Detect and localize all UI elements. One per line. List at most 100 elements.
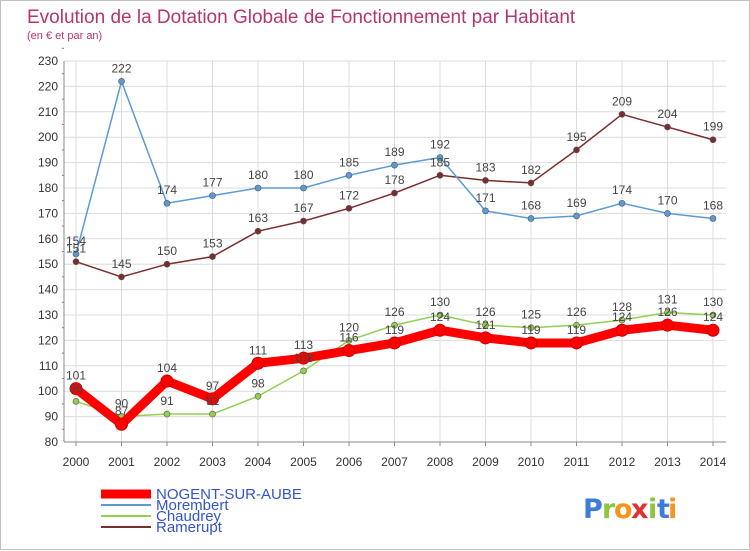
data-label: 113 xyxy=(294,338,313,352)
data-label: 130 xyxy=(703,295,723,309)
y-tick-label: 160 xyxy=(38,232,58,246)
data-point xyxy=(618,111,626,118)
chart-title: Evolution de la Dotation Globale de Fonc… xyxy=(27,7,576,28)
data-label: 163 xyxy=(248,211,268,225)
data-point xyxy=(254,227,262,235)
x-tick-label: 2005 xyxy=(290,455,317,469)
y-tick-label: 120 xyxy=(38,333,58,347)
data-point xyxy=(345,172,353,179)
data-point xyxy=(482,177,489,184)
data-label: 116 xyxy=(339,331,358,345)
data-label: 169 xyxy=(566,196,586,210)
data-point xyxy=(615,323,629,337)
data-point xyxy=(664,210,671,217)
data-label: 119 xyxy=(521,323,540,337)
data-label: 170 xyxy=(657,193,677,207)
data-point xyxy=(482,207,489,215)
data-point xyxy=(345,337,353,344)
data-label: 124 xyxy=(612,310,632,324)
data-point xyxy=(706,323,720,337)
x-tick-label: 2007 xyxy=(381,455,408,469)
legend-label: NOGENT-SUR-AUBE xyxy=(156,486,302,503)
data-label: 97 xyxy=(206,379,220,393)
x-tick-label: 2004 xyxy=(245,455,272,469)
axis-layer: 8090100110120130140150160170180190200210… xyxy=(38,47,727,469)
data-label: 182 xyxy=(521,163,541,177)
y-tick-label: 180 xyxy=(38,181,58,195)
data-label: 128 xyxy=(612,300,632,314)
data-point xyxy=(570,336,583,350)
data-label: 126 xyxy=(475,305,495,319)
data-label: 119 xyxy=(385,323,404,337)
y-tick-label: 230 xyxy=(38,54,58,68)
data-label: 204 xyxy=(657,107,677,121)
data-point xyxy=(163,410,171,418)
data-label: 125 xyxy=(521,308,541,322)
data-point xyxy=(527,215,535,222)
logo-letter: i xyxy=(648,494,657,525)
data-label: 91 xyxy=(206,394,220,408)
data-point xyxy=(209,253,216,260)
x-tick-label: 2008 xyxy=(427,455,454,469)
data-point xyxy=(436,154,444,161)
data-label: 121 xyxy=(475,318,495,332)
data-point xyxy=(482,321,489,329)
data-point xyxy=(345,205,353,212)
data-label: 185 xyxy=(430,155,450,169)
data-label: 192 xyxy=(430,138,450,152)
data-label: 101 xyxy=(66,369,86,383)
y-tick-label: 90 xyxy=(45,410,59,424)
logo-letter: P xyxy=(583,494,603,525)
data-label: 180 xyxy=(248,168,268,182)
y-tick-label: 80 xyxy=(45,435,59,449)
data-label: 174 xyxy=(612,183,632,197)
y-tick-label: 190 xyxy=(38,156,58,170)
data-label: 96 xyxy=(69,381,83,395)
x-tick-label: 2006 xyxy=(336,455,363,469)
data-label: 111 xyxy=(249,343,268,357)
data-point xyxy=(160,374,174,388)
data-point xyxy=(573,146,580,154)
data-label: 98 xyxy=(251,376,265,390)
y-tick-label: 130 xyxy=(38,308,58,322)
data-label: 120 xyxy=(339,320,359,334)
y-tick-label: 170 xyxy=(38,206,58,220)
data-label: 87 xyxy=(115,404,129,418)
y-tick-label: 140 xyxy=(38,283,58,297)
legend-label: Ramerupt xyxy=(156,519,223,536)
data-point xyxy=(300,367,307,375)
data-point xyxy=(254,184,262,192)
data-label: 222 xyxy=(111,61,131,75)
data-point xyxy=(72,398,80,405)
grid-layer xyxy=(64,60,726,443)
data-label: 130 xyxy=(430,295,450,309)
data-label: 178 xyxy=(384,173,404,187)
y-tick-label: 150 xyxy=(38,257,58,271)
y-tick-label: 210 xyxy=(38,105,58,119)
x-tick-label: 2011 xyxy=(564,455,590,469)
data-label: 167 xyxy=(293,201,313,215)
data-label: 185 xyxy=(339,155,359,169)
x-tick-label: 2003 xyxy=(199,455,226,469)
data-point xyxy=(254,392,262,400)
data-label: 90 xyxy=(115,397,129,411)
x-tick-label: 2013 xyxy=(654,455,681,469)
x-tick-label: 2014 xyxy=(700,455,727,469)
y-tick-label: 100 xyxy=(38,384,58,398)
logo-letter: x xyxy=(631,494,648,525)
data-label: 108 xyxy=(293,351,313,365)
data-point xyxy=(524,336,538,350)
data-label: 126 xyxy=(384,305,404,319)
x-tick-label: 2001 xyxy=(108,455,135,469)
data-point xyxy=(433,323,447,337)
data-point xyxy=(115,417,128,431)
data-label: 153 xyxy=(202,237,222,251)
logo-letter: o xyxy=(614,494,633,525)
data-point xyxy=(618,199,626,207)
data-label: 209 xyxy=(612,94,632,108)
legend-label: Chaudrey xyxy=(156,508,222,525)
data-point xyxy=(300,184,307,192)
